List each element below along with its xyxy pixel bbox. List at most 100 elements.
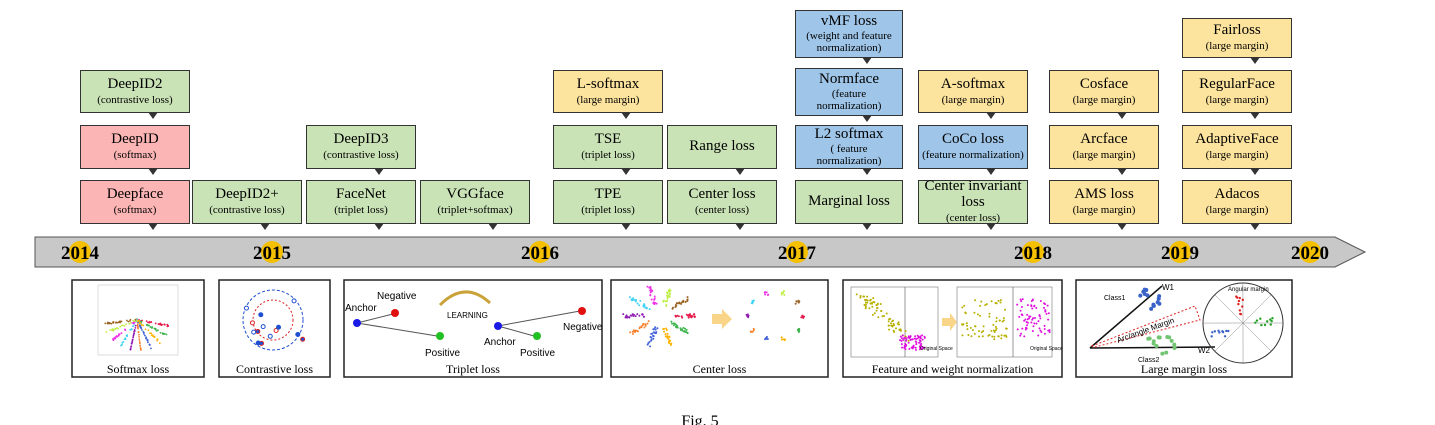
sample-dot [782, 290, 785, 293]
sample-dot [1223, 335, 1227, 338]
method-name: DeepID2+ [215, 186, 279, 203]
panel-label: Anchor [484, 337, 516, 348]
sample-dot [629, 331, 632, 334]
method-name: TSE [594, 131, 622, 148]
sample-dot [875, 309, 878, 312]
sample-dot [675, 302, 678, 305]
method-name: TPE [594, 186, 622, 203]
sample-dot [1217, 329, 1220, 333]
sample-dot [1039, 299, 1042, 302]
sample-dot [993, 335, 996, 338]
sample-dot [1155, 300, 1160, 305]
sample-dot [686, 298, 689, 301]
sample-dot [131, 338, 134, 341]
sample-dot [625, 314, 628, 317]
sample-dot [1263, 323, 1267, 327]
sample-dot [1043, 328, 1046, 331]
sample-dot [1021, 298, 1024, 301]
sample-dot [138, 333, 140, 336]
sample-dot [650, 298, 653, 301]
sample-dot [966, 328, 969, 331]
sample-dot [1238, 296, 1242, 300]
sample-dot [1031, 307, 1034, 310]
method-name: AdaptiveFace [1195, 131, 1279, 148]
sample-dot [795, 300, 798, 303]
sample-dot [1025, 321, 1028, 324]
sample-dot [893, 331, 896, 334]
sample-dot [109, 329, 112, 332]
sample-dot [994, 325, 997, 328]
method-box: RegularFace (large margin) [1182, 70, 1292, 119]
sample-dot [1037, 320, 1040, 323]
sample-dot [899, 339, 902, 342]
sample-dot [992, 323, 995, 326]
sample-dot [992, 329, 995, 332]
sample-dot [751, 301, 754, 304]
sample-dot [129, 319, 131, 322]
sample-dot [1002, 319, 1005, 322]
sample-dot [255, 328, 261, 334]
sample-dot [914, 348, 917, 351]
sample-dot [114, 337, 117, 340]
sample-dot [1047, 312, 1050, 315]
sample-dot [997, 299, 1000, 302]
sample-dot [765, 291, 768, 294]
sample-dot [876, 306, 879, 309]
sample-dot [1238, 309, 1242, 312]
year-label: 2015 [253, 243, 291, 264]
sample-dot [888, 318, 891, 321]
method-loss: (contrastive loss) [323, 149, 399, 162]
method-name: Normface [819, 70, 879, 87]
sample-dot [631, 299, 634, 302]
method-box: DeepID3 (contrastive loss) [306, 125, 416, 175]
sample-dot [1227, 329, 1230, 333]
sample-dot [961, 306, 964, 309]
method-loss: (softmax) [113, 149, 157, 162]
method-box: Arcface (large margin) [1049, 125, 1159, 175]
sample-dot [1047, 318, 1050, 321]
sample-dot [863, 295, 866, 298]
method-name: Range loss [689, 138, 755, 155]
sample-dot [865, 298, 868, 301]
sample-dot [291, 298, 297, 304]
sample-dot [1172, 345, 1177, 350]
sample-dot [666, 335, 669, 338]
year-label: 2019 [1161, 243, 1199, 264]
sample-dot [137, 327, 139, 330]
method-name: Cosface [1079, 75, 1129, 92]
sample-dot [139, 348, 142, 351]
method-name: RegularFace [1199, 75, 1275, 92]
sample-dot [138, 338, 141, 341]
method-loss: (large margin) [1205, 204, 1269, 217]
sample-dot [914, 335, 917, 338]
sample-dot [130, 328, 133, 331]
arrow [356, 322, 438, 337]
sample-dot [672, 322, 675, 325]
sample-dot [667, 338, 670, 341]
sample-dot [666, 294, 669, 297]
sample-dot [124, 329, 127, 332]
sample-dot [655, 331, 658, 334]
sample-dot [993, 338, 996, 341]
sample-dot [693, 313, 696, 316]
sample-dot [1172, 342, 1177, 347]
sample-dot [978, 330, 981, 333]
sample-dot [981, 335, 984, 338]
sample-dot [655, 302, 658, 305]
sample-dot [121, 324, 124, 327]
sample-dot [921, 346, 924, 349]
sample-dot [765, 337, 768, 340]
sample-dot [166, 323, 169, 326]
sample-dot [991, 335, 994, 338]
sample-dot [997, 335, 1000, 338]
panel-caption: Triplet loss [446, 362, 500, 376]
sample-dot [1004, 308, 1007, 311]
sample-dot [624, 316, 627, 319]
illustration-panel [218, 279, 331, 378]
sample-dot [646, 343, 649, 346]
sample-dot [638, 327, 641, 330]
sample-dot [923, 335, 926, 338]
sample-dot [123, 325, 126, 327]
sample-dot [122, 340, 125, 343]
